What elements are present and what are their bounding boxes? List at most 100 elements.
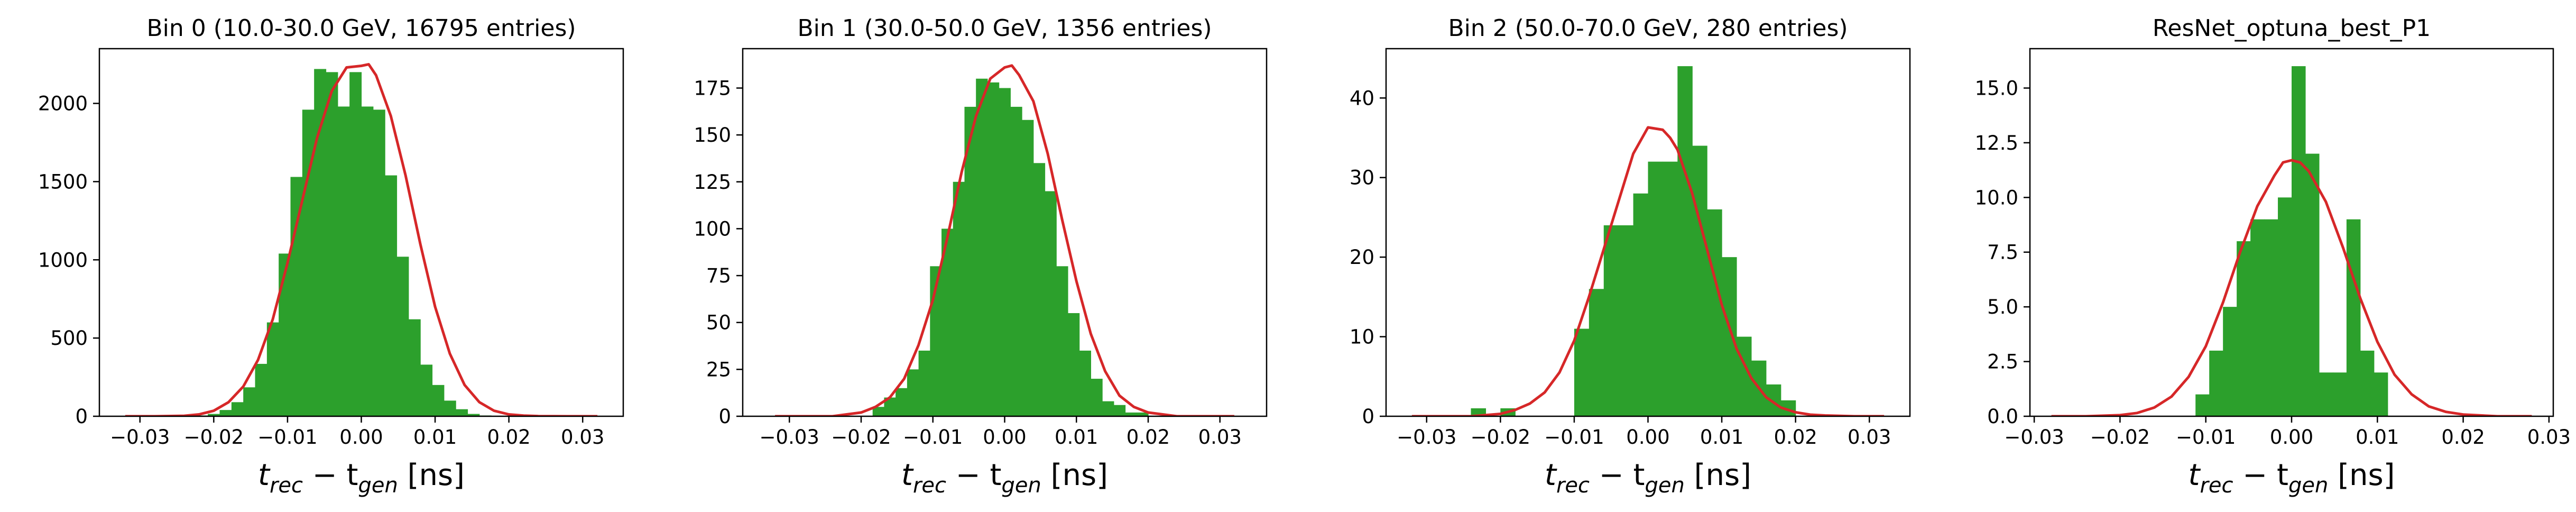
fit-curve bbox=[775, 64, 1234, 416]
histogram-bar bbox=[2305, 153, 2320, 416]
histogram-bar bbox=[1102, 401, 1114, 416]
histogram-bar bbox=[420, 364, 433, 416]
histogram-bar bbox=[976, 78, 988, 416]
histogram-bars bbox=[872, 78, 1149, 416]
histogram-bar bbox=[1677, 66, 1693, 416]
y-tick-label: 20 bbox=[1350, 246, 1374, 269]
x-tick-label: −0.03 bbox=[110, 426, 170, 449]
y-tick-label: 1000 bbox=[38, 249, 88, 271]
histogram-bar bbox=[231, 402, 244, 416]
x-tick-label: −0.02 bbox=[2090, 426, 2150, 449]
histogram-bar bbox=[2319, 372, 2333, 416]
histogram-bar bbox=[1022, 120, 1034, 416]
x-tick-label: 0.00 bbox=[339, 426, 383, 449]
histogram-bar bbox=[2292, 66, 2306, 416]
x-axis-label: trec − tgen [ns] bbox=[258, 458, 465, 498]
histogram-bar bbox=[964, 106, 976, 416]
histogram-bar bbox=[1663, 161, 1678, 416]
x-tick-label: 0.02 bbox=[1127, 426, 1170, 449]
histogram-bar bbox=[361, 106, 374, 416]
y-tick-label: 500 bbox=[50, 327, 88, 350]
x-tick-label: −0.03 bbox=[1397, 426, 1456, 449]
x-tick-label: 0.01 bbox=[413, 426, 457, 449]
chart-panel-0: −0.03 −0.02 −0.01 0.00 0.01 0.02 0.03 0 500 1000 1… bbox=[38, 15, 624, 498]
y-tick-label: 0 bbox=[1362, 405, 1374, 428]
y-tick-label: 40 bbox=[1350, 87, 1374, 109]
histogram-bar bbox=[1045, 191, 1057, 416]
histogram-bar bbox=[1125, 412, 1137, 416]
x-tick-label: 0.03 bbox=[2527, 426, 2571, 449]
x-tick-label: −0.01 bbox=[2176, 426, 2236, 449]
y-tick-label: 125 bbox=[694, 171, 731, 194]
x-axis-label: trec − tgen [ns] bbox=[901, 458, 1108, 498]
x-tick-label: 0.00 bbox=[1626, 426, 1669, 449]
y-tick-label: 50 bbox=[706, 312, 731, 334]
y-tick-label: 1500 bbox=[38, 170, 88, 193]
y-tick-label: 15.0 bbox=[1975, 77, 2018, 99]
histogram-bar bbox=[1056, 266, 1068, 416]
histogram-bar bbox=[1692, 145, 1707, 416]
y-tick-label: 25 bbox=[706, 358, 731, 381]
histogram-bars bbox=[2195, 66, 2388, 416]
histogram-bar bbox=[219, 410, 232, 416]
histogram-bar bbox=[872, 407, 885, 416]
histogram-bar bbox=[396, 257, 409, 416]
histogram-bar bbox=[907, 369, 919, 416]
x-axis-label: trec − tgen [ns] bbox=[1545, 458, 1751, 498]
histogram-bar bbox=[290, 177, 303, 416]
histogram-bar bbox=[408, 319, 421, 416]
histogram-bar bbox=[987, 82, 1000, 416]
y-tick-label: 5.0 bbox=[1987, 296, 2018, 318]
histogram-bars bbox=[1471, 66, 1796, 416]
histogram-bar bbox=[2223, 307, 2237, 416]
histogram-bar bbox=[432, 385, 445, 416]
histogram-bar bbox=[208, 414, 220, 416]
histogram-bar bbox=[1010, 106, 1022, 416]
y-tick-label: 10.0 bbox=[1975, 186, 2018, 209]
histogram-bar bbox=[1091, 379, 1103, 416]
histogram-bar bbox=[456, 409, 468, 416]
histogram-bar bbox=[243, 387, 256, 416]
x-tick-label: 0.00 bbox=[983, 426, 1026, 449]
histogram-bar bbox=[2264, 219, 2278, 416]
histogram-bar bbox=[2278, 197, 2292, 416]
x-axis-label: trec − tgen [ns] bbox=[2188, 458, 2395, 498]
histogram-bar bbox=[953, 181, 965, 416]
y-tick-label: 0.0 bbox=[1987, 405, 2018, 428]
x-tick-label: −0.01 bbox=[1544, 426, 1604, 449]
x-tick-label: 0.00 bbox=[2270, 426, 2313, 449]
x-tick-label: −0.03 bbox=[2004, 426, 2064, 449]
histogram-bar bbox=[1618, 225, 1634, 416]
histogram-bar bbox=[2237, 241, 2251, 416]
x-tick-label: 0.01 bbox=[2356, 426, 2399, 449]
chart-panel-2: −0.03 −0.02 −0.01 0.00 0.01 0.02 0.03 0 10 20 30 40… bbox=[1350, 15, 1911, 498]
x-tick-label: 0.02 bbox=[487, 426, 530, 449]
histogram-bar bbox=[314, 69, 327, 416]
y-tick-label: 2.5 bbox=[1987, 351, 2018, 373]
y-tick-label: 2000 bbox=[38, 93, 88, 115]
y-tick-label: 150 bbox=[694, 124, 731, 147]
histogram-bar bbox=[918, 350, 930, 416]
x-tick-label: −0.03 bbox=[760, 426, 819, 449]
histogram-bar bbox=[941, 228, 954, 416]
x-tick-label: 0.03 bbox=[1198, 426, 1242, 449]
panel-title: Bin 1 (30.0-50.0 GeV, 1356 entries) bbox=[797, 15, 1212, 42]
histogram-bar bbox=[255, 363, 267, 416]
histogram-bar bbox=[266, 322, 279, 416]
histogram-bar bbox=[1113, 405, 1126, 416]
histogram-bar bbox=[2332, 372, 2347, 416]
histogram-bar bbox=[385, 175, 398, 416]
histogram-bar bbox=[444, 400, 456, 416]
histogram-bar bbox=[337, 106, 350, 416]
y-tick-label: 75 bbox=[706, 264, 731, 287]
fit-curve bbox=[1411, 126, 1885, 416]
panel-title: ResNet_optuna_best_P1 bbox=[2153, 15, 2431, 42]
y-tick-label: 0 bbox=[75, 405, 88, 428]
histogram-bar bbox=[1722, 257, 1737, 416]
x-tick-label: 0.01 bbox=[1700, 426, 1743, 449]
histogram-bar bbox=[1633, 193, 1649, 416]
panel-title: Bin 2 (50.0-70.0 GeV, 280 entries) bbox=[1448, 15, 1848, 42]
fit-curve bbox=[2051, 159, 2532, 416]
histogram-bar bbox=[2209, 350, 2223, 416]
